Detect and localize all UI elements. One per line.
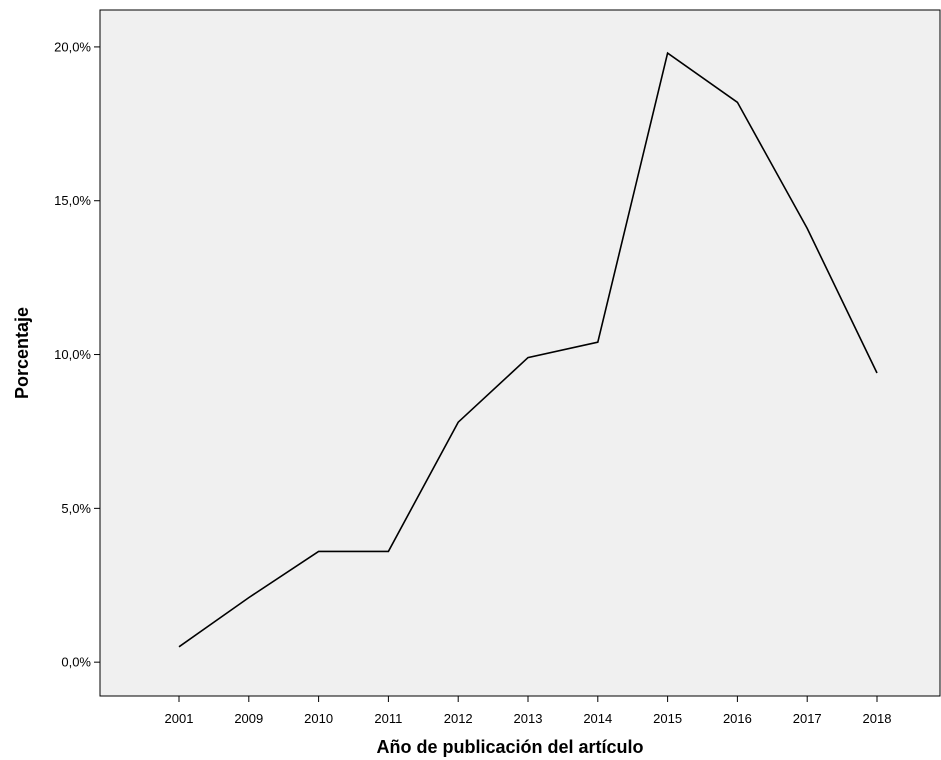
y-tick-label: 5,0% bbox=[61, 501, 91, 516]
x-tick-label: 2014 bbox=[583, 711, 612, 726]
x-tick-label: 2015 bbox=[653, 711, 682, 726]
x-axis-title: Año de publicación del artículo bbox=[376, 737, 643, 757]
x-tick-label: 2013 bbox=[514, 711, 543, 726]
y-axis-ticks: 0,0% 5,0% 10,0% 15,0% 20,0% bbox=[54, 39, 100, 670]
x-tick-label: 2016 bbox=[723, 711, 752, 726]
plot-area bbox=[99, 9, 941, 697]
x-tick-label: 2001 bbox=[165, 711, 194, 726]
y-tick-label: 10,0% bbox=[54, 347, 91, 362]
y-tick-label: 0,0% bbox=[61, 655, 91, 670]
x-tick-label: 2018 bbox=[863, 711, 892, 726]
y-tick-label: 20,0% bbox=[54, 39, 91, 54]
y-axis-title: Porcentaje bbox=[12, 307, 32, 399]
series-line bbox=[178, 51, 878, 648]
x-tick-label: 2017 bbox=[793, 711, 822, 726]
x-tick-label: 2010 bbox=[304, 711, 333, 726]
x-tick-label: 2009 bbox=[234, 711, 263, 726]
y-tick-label: 15,0% bbox=[54, 193, 91, 208]
x-axis-ticks: 2001 2009 2010 2011 2012 2013 2014 2015 2016 2017… bbox=[165, 696, 892, 726]
x-tick-label: 2011 bbox=[374, 711, 402, 726]
x-tick-label: 2012 bbox=[444, 711, 473, 726]
